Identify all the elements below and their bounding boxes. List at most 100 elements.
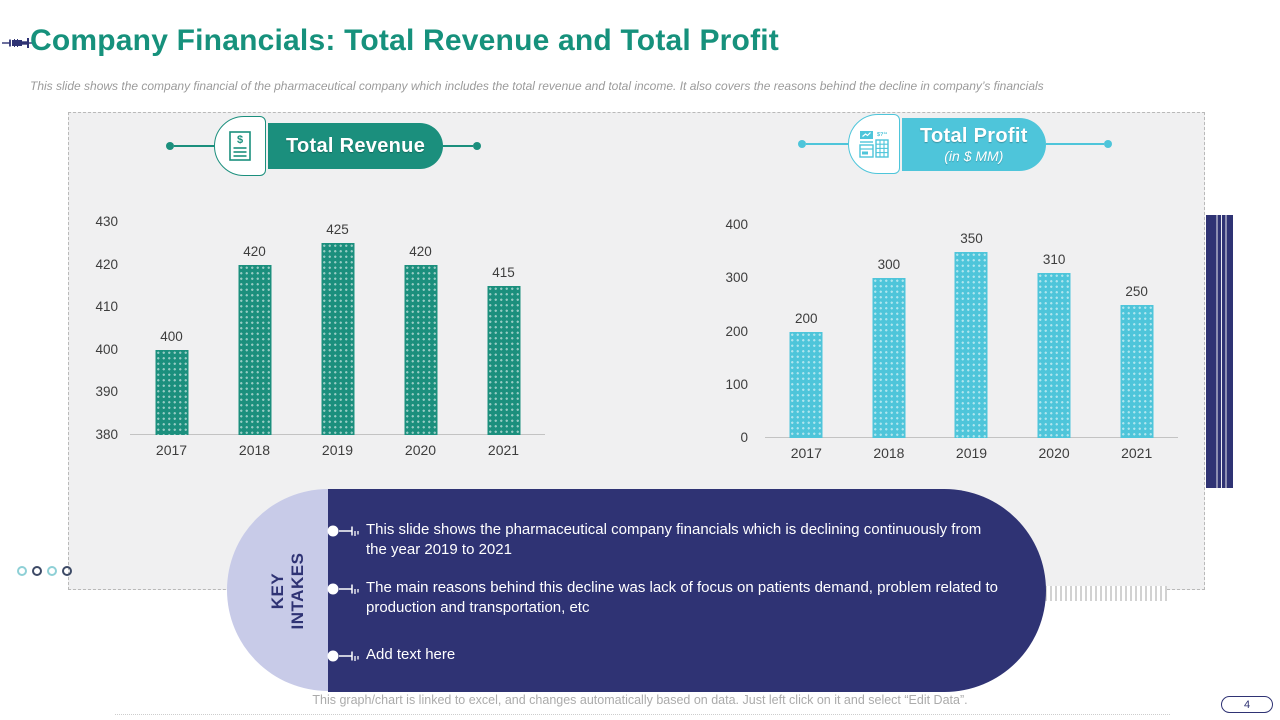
bar [155,349,188,435]
bar [789,331,823,438]
key-intake-text: The main reasons behind this decline was… [366,579,999,616]
x-tick-label: 2019 [955,445,988,461]
connector-dot [798,140,806,148]
slide-subtitle: This slide shows the company financial o… [30,79,1044,93]
syringe-icon [2,36,32,54]
x-tick-label: 2020 [404,442,437,458]
bar [321,243,354,435]
profit-units-label: (in $ MM) [944,147,1004,164]
y-tick-label: 200 [725,323,748,339]
bar [404,264,437,435]
key-intake-text: This slide shows the pharmaceutical comp… [366,521,982,558]
bar-value-label: 420 [243,243,266,259]
bar-group: 415 2021 [462,222,545,458]
x-tick-label: 2017 [790,445,822,461]
key-intakes-heading: KEY INTAKES [268,552,307,630]
profit-bar-chart[interactable]: 400 300 200 100 0 200 2017 300 2018 350 2019 310 20… [718,217,1198,475]
bar-value-label: 200 [795,310,818,326]
svg-text:$?¹²: $?¹² [877,131,887,138]
bar [238,264,271,435]
key-intakes-heading-box: KEY INTAKES [238,541,338,641]
y-tick-label: 400 [95,341,118,357]
bar [872,278,906,438]
page-number: 4 [1243,698,1251,711]
connector-line [443,145,474,147]
bar-value-label: 400 [160,328,183,344]
svg-text:$: $ [237,134,243,146]
key-intake-item: Add text here [326,645,455,665]
x-tick-label: 2021 [1121,445,1153,461]
syringe-bullet-icon [327,650,359,662]
bar-group: 350 2019 [930,225,1013,461]
bar-group: 420 2018 [213,222,296,458]
footer-note: This graph/chart is linked to excel, and… [312,693,968,707]
x-tick-label: 2017 [155,442,188,458]
bar-value-label: 310 [1042,251,1066,267]
y-tick-label: 420 [95,256,118,272]
bar-value-label: 425 [326,222,349,238]
revenue-bar-chart[interactable]: 430 420 410 400 390 380 400 2017 420 2018 425 2019… [88,214,568,472]
y-tick-label: 300 [725,270,748,286]
profit-title-pill: Total Profit (in $ MM) [902,117,1046,171]
page-title: Company Financials: Total Revenue and To… [30,24,779,57]
bar-group: 310 2020 [1013,225,1096,461]
pagination-dots [17,566,72,576]
bar-group: 425 2019 [296,222,379,458]
y-tick-label: 400 [725,217,748,232]
revenue-title-pill: Total Revenue [268,123,444,169]
pagination-dot [47,566,57,576]
x-tick-label: 2021 [487,442,520,458]
bar [487,285,520,435]
pagination-dot [62,566,72,576]
syringe-bullet-icon [327,583,359,595]
y-axis: 430 420 410 400 390 380 [88,214,118,442]
add-text-placeholder[interactable]: Add text here [366,646,456,663]
bar-group: 250 2021 [1095,225,1178,461]
connector-dot [1103,140,1112,148]
bar-value-label: 300 [877,257,901,273]
y-tick-label: 380 [95,427,118,442]
page-number-badge: 4 [1221,696,1273,713]
pagination-dot [32,566,42,576]
footer-divider [115,714,1170,715]
bar-group: 300 2018 [848,225,931,461]
bar-group: 420 2020 [379,222,462,458]
bar-value-label: 250 [1125,283,1148,299]
revenue-title: Total Revenue [286,134,426,157]
hatch-decoration [1045,586,1167,601]
connector-line [1045,143,1104,145]
profit-header: $?¹² Total Profit (in $ MM) [798,112,1112,176]
x-tick-label: 2018 [873,445,905,461]
syringe-bullet-icon [327,525,359,537]
y-axis: 400 300 200 100 0 [718,217,748,445]
y-tick-label: 430 [95,214,118,229]
y-tick-label: 390 [95,384,118,400]
bar-value-label: 415 [492,264,515,280]
x-tick-label: 2018 [238,442,271,458]
plot-area: 400 2017 420 2018 425 2019 420 2020 415 2021 [130,222,545,458]
x-tick-label: 2020 [1038,445,1070,461]
bar-group: 200 2017 [765,225,848,461]
bar-value-label: 350 [960,230,983,246]
y-tick-label: 0 [740,430,748,445]
bar [1037,272,1071,438]
connector-dot [473,142,482,150]
y-tick-label: 410 [95,299,118,315]
striped-accent-bar [1206,215,1233,488]
plot-area: 200 2017 300 2018 350 2019 310 2020 250 2021 [765,225,1178,461]
connector-line [806,143,848,145]
pagination-dot [17,566,27,576]
y-tick-label: 100 [725,376,748,392]
connector-line [174,145,214,147]
profit-title: Total Profit [920,124,1028,147]
dollar-document-icon: $ [214,116,266,176]
bar-value-label: 420 [409,243,432,259]
bar-group: 400 2017 [130,222,213,458]
revenue-header: $ Total Revenue [166,114,482,178]
connector-dot [166,142,174,150]
key-intakes-panel [328,489,1046,692]
bar [1120,304,1154,438]
key-intake-item: The main reasons behind this decline was… [326,578,1002,617]
x-tick-label: 2019 [321,442,354,458]
